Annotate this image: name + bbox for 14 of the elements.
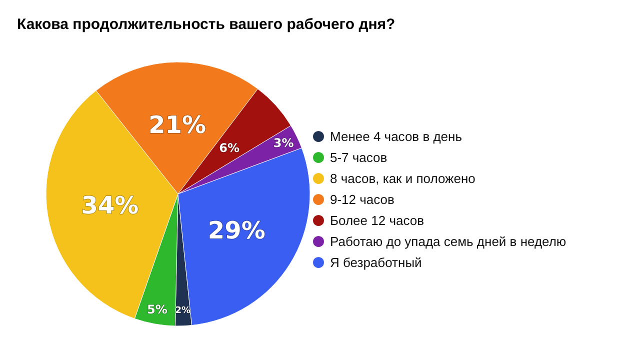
data-label: 29% <box>208 216 266 244</box>
data-label: 34% <box>81 192 139 220</box>
data-label: 6% <box>219 140 240 155</box>
data-label: 21% <box>148 111 206 140</box>
legend-label: 9-12 часов <box>330 192 395 207</box>
legend-label: Менее 4 часов в день <box>330 129 462 144</box>
legend-label: 5-7 часов <box>330 150 388 165</box>
chart-title: Какова продолжительность вашего рабочего дня? <box>17 16 396 33</box>
data-label: 3% <box>273 136 294 150</box>
legend-label: 8 часов, как и положено <box>330 171 476 186</box>
data-label: 5% <box>147 302 168 316</box>
legend-label: Работаю до упада семь дней в неделю <box>330 234 566 249</box>
legend-label: Более 12 часов <box>330 213 424 228</box>
legend-label: Я безработный <box>330 255 422 270</box>
